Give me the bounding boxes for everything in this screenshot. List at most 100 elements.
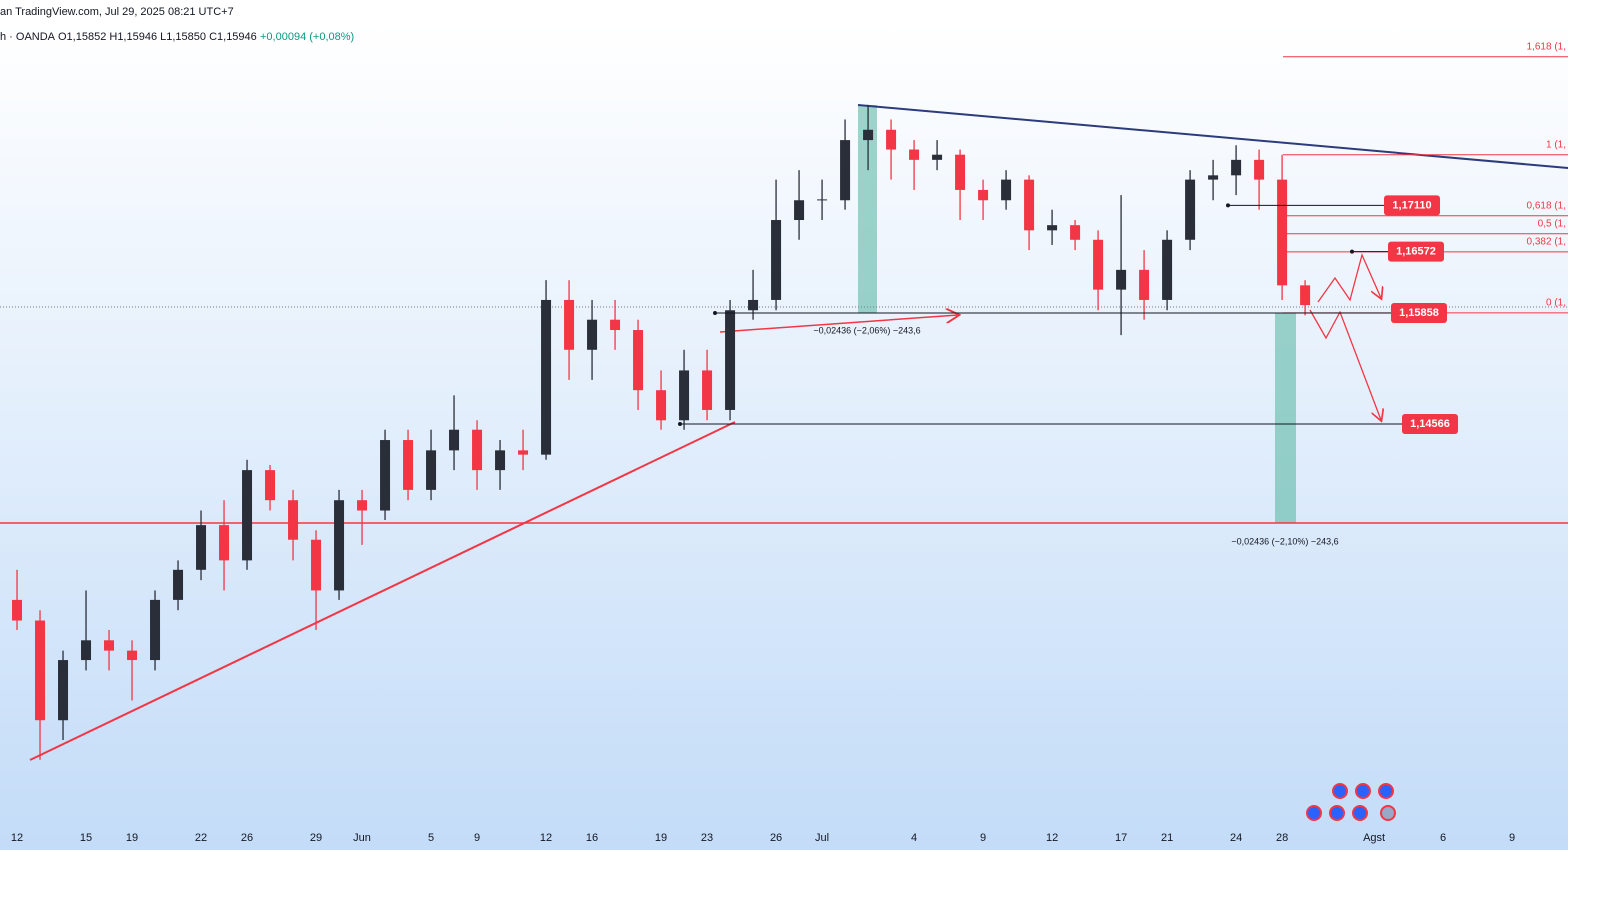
candle-body [449,429,460,451]
x-tick-label: 24 [1230,832,1242,844]
candle-body [633,330,644,391]
price-label: 1,15858 [1399,307,1439,319]
symbol: h · OANDA [0,31,56,43]
measure-arrow [719,315,958,333]
x-tick-label: 9 [980,832,986,844]
candle-body [81,640,92,661]
x-tick-label: 23 [701,832,713,844]
x-tick-label: 9 [1509,832,1515,844]
candle-body [173,569,184,600]
x-tick-label: 22 [195,832,207,844]
x-tick-label: 12 [11,832,23,844]
candle-body [702,370,713,410]
candle-body [610,319,621,331]
level-anchor [1226,203,1230,208]
x-tick-label: 4 [911,832,917,844]
price-box [1402,414,1458,435]
x-tick-label: 19 [655,832,667,844]
x-tick-label: 16 [586,832,598,844]
candle-body [978,189,989,201]
ohlc: O1,15852 H1,15946 L1,15850 C1,15946 [58,31,257,43]
change: +0,00094 (+0,08%) [260,31,354,43]
candle-body [403,440,414,490]
x-tick-label: Jul [815,832,829,844]
candle-body [58,660,69,721]
x-tick-label: Agst [1363,832,1385,844]
candle-body [1001,179,1012,201]
candle-body [426,450,437,490]
candle-body [748,299,759,311]
candle-body [955,154,966,190]
level-anchor [1350,249,1354,254]
candle-body [288,500,299,540]
price-box [1391,303,1447,324]
candle-body [1208,175,1219,180]
measure-box [1275,313,1296,523]
fib-label: 0,382 (1, [1527,236,1566,247]
measure-box [858,105,877,313]
x-tick-label: 21 [1161,832,1173,844]
candle-body [1093,239,1104,290]
x-tick-label: 5 [428,832,434,844]
candle-body [863,129,874,141]
candle-body [1254,159,1265,180]
candle-body [472,429,483,471]
fib-label: 0,5 (1, [1538,218,1566,229]
candle-body [334,500,345,591]
candle-body [817,199,828,201]
x-tick-label: 17 [1115,832,1127,844]
x-tick-label: 28 [1276,832,1288,844]
projection [1317,253,1381,303]
candle-body [656,390,667,421]
candle-body [242,470,253,561]
candle-body [311,539,322,591]
x-tick-label: 29 [310,832,322,844]
candle-body [587,319,598,350]
candle-body [909,149,920,160]
candle-body [35,620,46,721]
level-anchor [678,422,682,427]
x-tick-label: Jun [353,832,371,844]
candle-body [1300,285,1311,306]
candle-body [495,450,506,471]
candle-body [1139,269,1150,300]
candle-body [196,525,207,570]
fib-label: 0,618 (1, [1527,200,1566,211]
candle-body [564,299,575,350]
candle-body [840,140,851,201]
chart-background [0,24,1568,850]
candle-body [518,450,529,455]
trend-line [857,104,1569,169]
price-box [1384,195,1440,216]
candle-body [1047,225,1058,231]
candle-body [104,640,115,651]
price-label: 1,16572 [1396,246,1436,258]
x-tick-label: 26 [770,832,782,844]
candle-body [219,525,230,561]
candle-body [265,470,276,501]
x-tick-label: 19 [126,832,138,844]
price-label: 1,14566 [1410,418,1450,430]
candle-body [932,154,943,160]
fib-label: 1,618 (1, [1527,41,1566,52]
candle-body [12,599,23,621]
level-anchor [713,311,717,316]
candle-body [1116,269,1127,290]
candle-body [794,200,805,221]
fib-label: 0 (1, [1546,297,1566,308]
x-tick-label: 12 [1046,832,1058,844]
candle-body [1277,179,1288,286]
source-line: an TradingView.com, Jul 29, 2025 08:21 U… [0,6,234,18]
candle-body [771,220,782,300]
candle-body [1231,159,1242,176]
candle-body [1070,225,1081,240]
price-label: 1,17110 [1392,199,1431,211]
candle-body [725,310,736,410]
projection [1309,309,1381,420]
candle-body [1024,179,1035,231]
candle-body [679,370,690,421]
candle-body [541,299,552,455]
x-tick-label: 26 [241,832,253,844]
